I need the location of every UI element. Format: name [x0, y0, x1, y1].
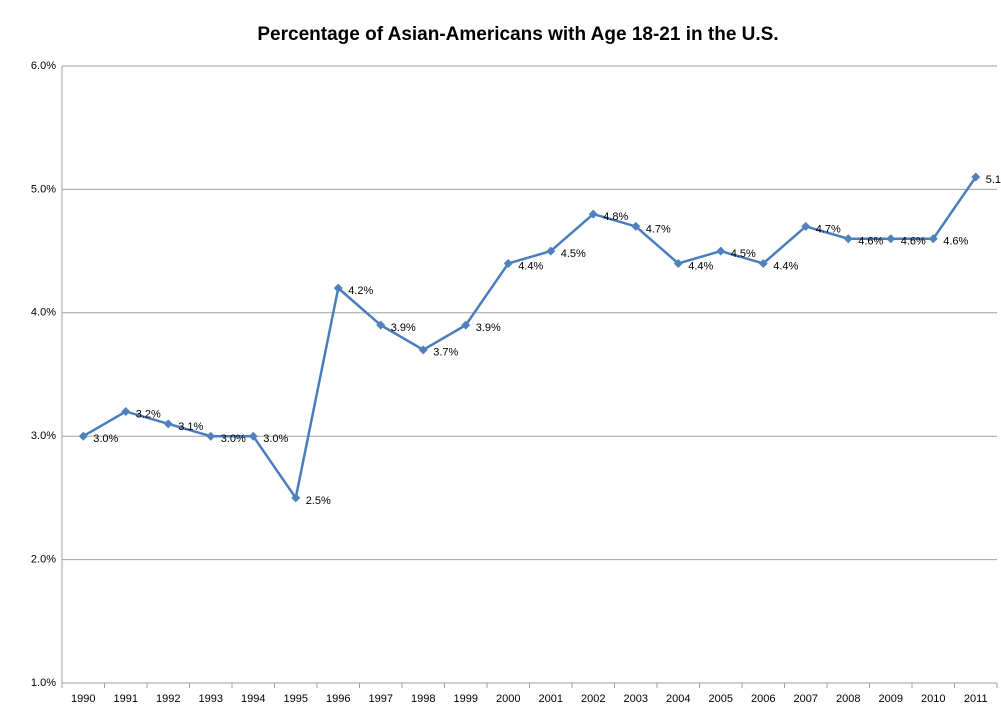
y-tick-label: 5.0%	[31, 183, 56, 195]
x-tick-label: 2002	[581, 693, 605, 705]
data-label: 3.1%	[178, 421, 203, 433]
data-label: 3.0%	[93, 433, 118, 445]
data-label: 3.0%	[263, 433, 288, 445]
x-tick-label: 1999	[454, 693, 478, 705]
data-label: 2.5%	[306, 495, 331, 507]
x-tick-label: 1995	[284, 693, 308, 705]
x-tick-label: 1996	[326, 693, 350, 705]
y-tick-label: 3.0%	[31, 430, 56, 442]
data-label: 3.7%	[433, 347, 458, 359]
data-label: 4.7%	[816, 223, 841, 235]
data-label: 3.9%	[476, 322, 501, 334]
marker	[333, 283, 343, 293]
x-tick-label: 2008	[836, 693, 860, 705]
data-label: 4.6%	[901, 236, 926, 248]
marker	[801, 221, 811, 231]
x-tick-label: 2011	[964, 693, 988, 705]
marker	[461, 320, 471, 330]
data-label: 4.2%	[348, 285, 373, 297]
data-label: 4.4%	[688, 260, 713, 272]
data-label: 4.6%	[943, 236, 968, 248]
y-tick-label: 4.0%	[31, 307, 56, 319]
marker	[503, 258, 513, 268]
data-line	[82, 176, 977, 500]
marker	[206, 431, 216, 441]
y-tick-label: 6.0%	[31, 60, 56, 72]
data-label: 4.5%	[561, 248, 586, 260]
x-tick-label: 1998	[411, 693, 435, 705]
marker	[78, 431, 88, 441]
marker	[588, 209, 598, 219]
marker	[971, 172, 981, 182]
data-label: 4.5%	[731, 248, 756, 260]
x-tick-label: 2001	[539, 693, 563, 705]
x-tick-label: 2000	[496, 693, 520, 705]
chart-title: Percentage of Asian-Americans with Age 1…	[257, 24, 778, 45]
y-tick-label: 1.0%	[31, 677, 56, 689]
marker	[673, 258, 683, 268]
x-tick-label: 2007	[794, 693, 818, 705]
data-label: 4.4%	[773, 260, 798, 272]
data-label: 3.2%	[136, 408, 161, 420]
marker	[546, 246, 556, 256]
marker	[843, 234, 853, 244]
x-tick-label: 1997	[369, 693, 393, 705]
x-tick-label: 1991	[114, 693, 138, 705]
x-tick-label: 2004	[666, 693, 690, 705]
marker	[631, 221, 641, 231]
x-tick-label: 2009	[879, 693, 903, 705]
data-label: 4.6%	[858, 236, 883, 248]
data-label: 3.0%	[221, 433, 246, 445]
data-label: 4.4%	[518, 260, 543, 272]
y-tick-label: 2.0%	[31, 554, 56, 566]
marker	[163, 419, 173, 429]
x-tick-label: 2006	[751, 693, 775, 705]
x-tick-label: 1990	[71, 693, 95, 705]
x-tick-label: 2010	[921, 693, 945, 705]
x-tick-label: 1994	[241, 693, 265, 705]
marker	[121, 407, 131, 417]
marker	[758, 258, 768, 268]
x-tick-label: 2003	[624, 693, 648, 705]
marker	[418, 345, 428, 355]
marker	[886, 234, 896, 244]
marker	[716, 246, 726, 256]
marker	[291, 493, 301, 503]
x-tick-label: 1993	[199, 693, 223, 705]
marker	[928, 234, 938, 244]
data-label: 5.1%	[986, 174, 1001, 186]
data-label: 4.7%	[646, 223, 671, 235]
x-tick-label: 2005	[709, 693, 733, 705]
marker	[376, 320, 386, 330]
data-label: 4.8%	[603, 211, 628, 223]
x-tick-label: 1992	[156, 693, 180, 705]
marker	[248, 431, 258, 441]
data-label: 3.9%	[391, 322, 416, 334]
